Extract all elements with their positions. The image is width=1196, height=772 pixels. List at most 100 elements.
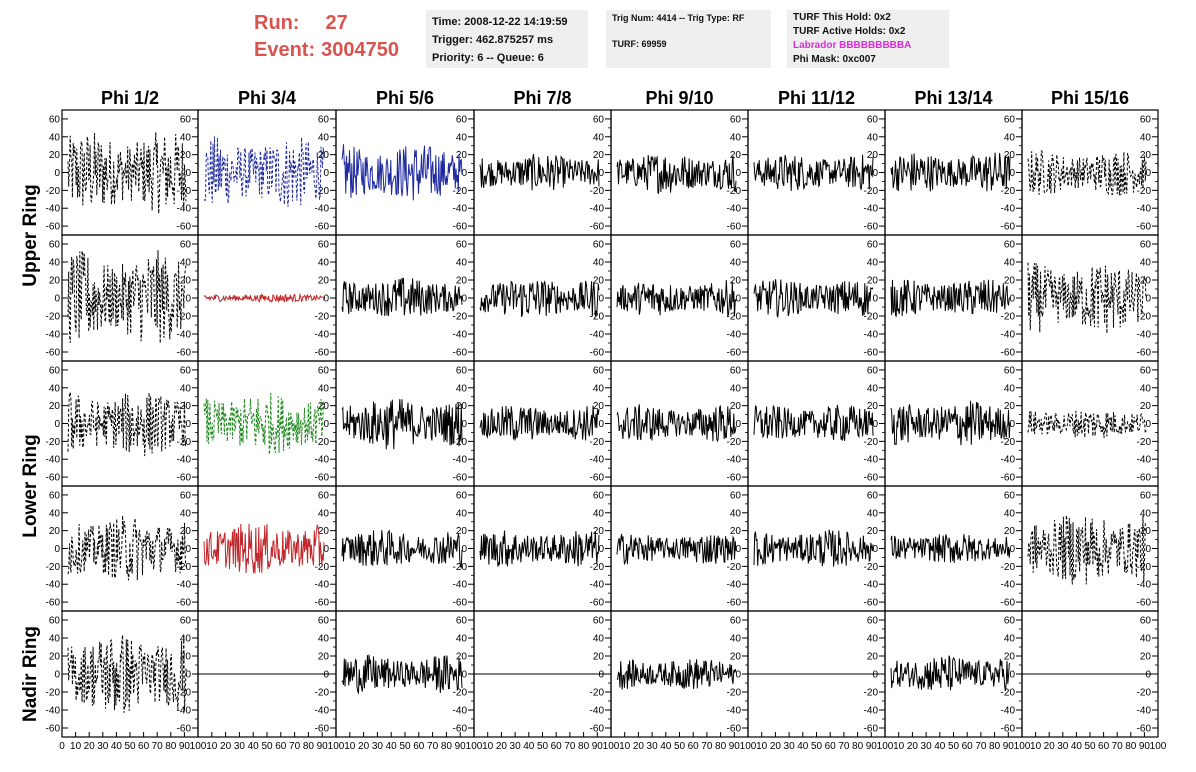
y-tick-label: 60 [1004,616,1016,627]
labrador-text: Labrador BBBBBBBBBA [793,40,912,51]
x-tick-label: 50 [261,741,273,752]
y-tick-label: -40 [453,706,468,717]
y-tick-label: 20 [456,526,468,537]
y-tick-label: 0 [598,670,604,681]
y-tick-label: 60 [593,114,605,125]
column-title: Phi 11/12 [778,88,855,108]
y-tick-label: -60 [315,598,330,609]
y-tick-label: 40 [1140,383,1152,394]
y-tick-label: 60 [1140,490,1152,501]
y-tick-label: 60 [49,490,61,501]
y-tick-label: 60 [180,240,192,251]
y-tick-label: -40 [46,204,61,215]
y-tick-label: 60 [867,240,879,251]
y-tick-label: -20 [590,312,605,323]
y-tick-label: 60 [867,365,879,376]
y-tick-label: -60 [1001,473,1016,484]
x-tick-label: 40 [386,741,398,752]
y-tick-label: 0 [1145,168,1151,179]
y-tick-label: 20 [730,276,742,287]
x-tick-label: 90 [455,741,467,752]
y-tick-label: -20 [453,312,468,323]
y-tick-label: -60 [1001,724,1016,735]
y-tick-label: -20 [453,688,468,699]
y-tick-label: -40 [727,706,742,717]
y-tick-label: 20 [730,652,742,663]
y-tick-label: -60 [453,473,468,484]
panel-frame [61,109,199,236]
y-tick-label: 0 [461,670,467,681]
waveform-trace [1027,149,1147,196]
x-tick-label: 30 [372,741,384,752]
y-tick-label: -20 [315,437,330,448]
y-tick-label: 20 [456,276,468,287]
column-title: Phi 15/16 [1051,88,1129,108]
y-tick-label: 60 [730,365,742,376]
y-tick-label: 60 [180,114,192,125]
y-tick-label: -40 [177,204,192,215]
y-tick-label: 40 [180,383,192,394]
y-tick-label: 40 [318,508,330,519]
y-tick-label: -60 [864,222,879,233]
y-tick-label: 40 [730,383,742,394]
x-tick-label: 10 [619,741,631,752]
y-tick-label: -20 [727,186,742,197]
y-tick-label: 0 [1009,419,1015,430]
y-tick-label: -60 [864,473,879,484]
y-tick-label: -60 [177,473,192,484]
y-tick-label: -20 [453,186,468,197]
y-tick-label: 60 [49,616,61,627]
y-tick-label: 0 [598,294,604,305]
y-tick-label: -20 [864,562,879,573]
x-tick-label: 70 [564,741,576,752]
y-tick-label: -60 [590,348,605,359]
y-tick-label: 20 [867,401,879,412]
x-tick-label: 20 [770,741,782,752]
y-tick-label: -40 [177,706,192,717]
y-tick-label: -60 [46,598,61,609]
y-tick-label: 60 [318,114,330,125]
y-tick-label: -20 [315,562,330,573]
y-tick-label: -20 [1137,186,1152,197]
y-tick-label: 40 [593,383,605,394]
y-tick-label: 20 [318,652,330,663]
y-tick-label: 40 [49,383,61,394]
run-value: 27 [325,12,348,34]
y-tick-label: 0 [461,544,467,555]
y-tick-label: -60 [1001,348,1016,359]
y-tick-label: 40 [456,383,468,394]
y-tick-label: -60 [177,348,192,359]
x-tick-label: 30 [647,741,659,752]
row-label: Nadir Ring [20,626,41,722]
y-tick-label: 20 [593,652,605,663]
y-tick-label: -60 [1137,598,1152,609]
y-tick-label: -60 [590,473,605,484]
y-tick-label: -20 [590,688,605,699]
waveform-trace [479,405,600,442]
y-tick-label: -60 [177,724,192,735]
x-tick-label: 30 [510,741,522,752]
y-tick-label: 60 [1004,365,1016,376]
y-tick-label: -60 [46,724,61,735]
y-tick-label: 20 [180,401,192,412]
y-tick-label: -60 [727,598,742,609]
y-tick-label: 20 [456,150,468,161]
y-tick-label: 20 [180,150,192,161]
y-tick-label: 0 [872,544,878,555]
y-tick-label: 0 [735,419,741,430]
y-tick-label: 0 [54,168,60,179]
y-tick-label: -40 [177,580,192,591]
y-tick-label: 60 [49,365,61,376]
y-tick-label: 60 [1004,490,1016,501]
y-tick-label: 60 [180,490,192,501]
x-tick-label: 90 [317,741,329,752]
trig-num-text: Trig Num: 4414 -- Trig Type: RF [612,13,745,23]
y-tick-label: 40 [49,258,61,269]
x-tick-label: 70 [701,741,713,752]
y-tick-label: -20 [1137,312,1152,323]
x-tick-label: 20 [84,741,96,752]
x-tick-label: 70 [427,741,439,752]
x-tick-label: 40 [934,741,946,752]
time-text: Time: 2008-12-22 14:19:59 [432,16,568,28]
y-tick-label: -40 [46,455,61,466]
